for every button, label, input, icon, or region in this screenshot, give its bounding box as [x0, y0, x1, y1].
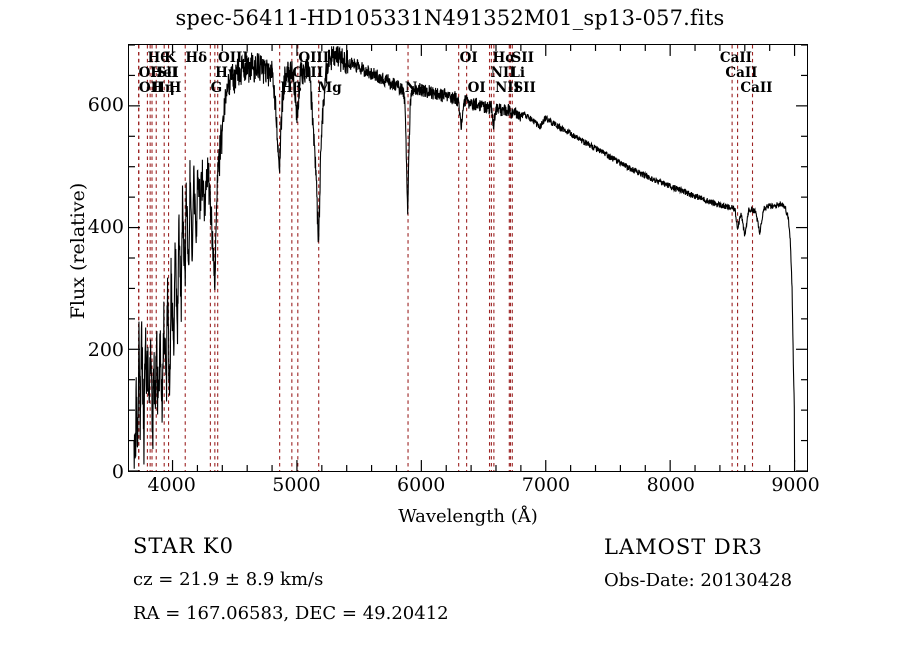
x-axis-tick-labels: 4000 5000 6000 7000 8000 9000 — [128, 474, 819, 504]
spectrum-trace — [133, 46, 796, 469]
line-marker-group — [138, 45, 754, 471]
redshift-velocity-label: cz = 21.9 ± 8.9 km/s — [133, 569, 324, 590]
plot-area — [128, 44, 808, 472]
x-tick-8000: 8000 — [646, 474, 695, 496]
page-title: spec-56411-HD105331N491352M01_sp13-057.f… — [175, 6, 725, 30]
x-tick-4000: 4000 — [147, 474, 196, 496]
y-tick-200: 200 — [87, 338, 124, 361]
y-tick-400: 400 — [87, 216, 124, 239]
axis-tick-group — [129, 45, 807, 471]
y-axis-title: Flux (relative) — [67, 182, 89, 320]
x-axis-title: Wavelength (Å) — [398, 506, 538, 527]
x-tick-5000: 5000 — [272, 474, 321, 496]
observation-date-label: Obs-Date: 20130428 — [604, 570, 793, 591]
x-tick-6000: 6000 — [397, 474, 446, 496]
object-class-label: STAR K0 — [133, 534, 234, 558]
spectrum-canvas — [129, 45, 807, 471]
coordinates-label: RA = 167.06583, DEC = 49.20412 — [133, 603, 449, 624]
y-axis-tick-labels: 0 200 400 600 — [62, 44, 124, 482]
y-axis-title-wrap: Flux (relative) — [40, 44, 89, 472]
y-tick-0: 0 — [111, 461, 124, 483]
y-tick-600: 600 — [87, 94, 124, 117]
x-tick-9000: 9000 — [771, 474, 820, 496]
x-tick-7000: 7000 — [521, 474, 571, 496]
survey-label: LAMOST DR3 — [604, 535, 763, 559]
